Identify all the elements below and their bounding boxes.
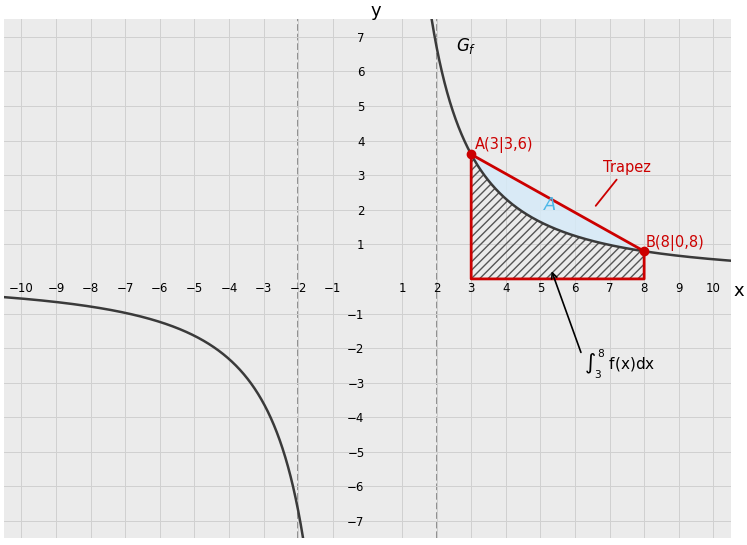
Text: $\int_3^8$ f(x)dx: $\int_3^8$ f(x)dx (583, 348, 655, 381)
Text: A(3|3,6): A(3|3,6) (474, 137, 533, 153)
Text: $G_f$: $G_f$ (456, 35, 476, 56)
Text: A: A (544, 196, 557, 214)
Text: B(8|0,8): B(8|0,8) (646, 235, 704, 251)
Text: x: x (734, 282, 745, 300)
Text: y: y (371, 2, 382, 20)
Text: Trapez: Trapez (595, 160, 651, 206)
Polygon shape (471, 154, 644, 251)
